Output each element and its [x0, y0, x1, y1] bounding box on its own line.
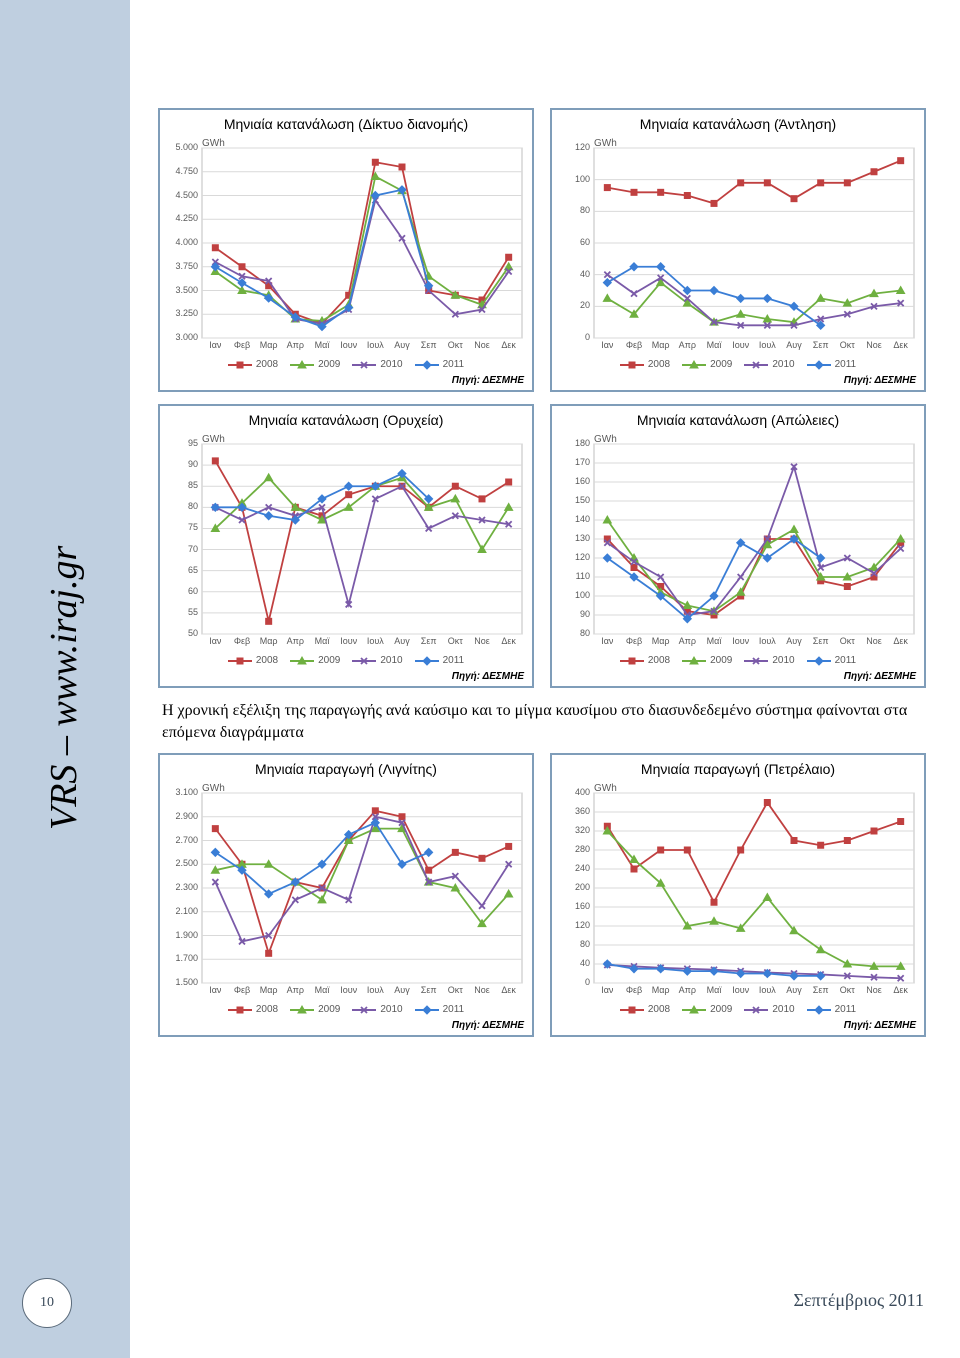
chart-box: Μηνιαία παραγωγή (Πετρέλαιο)GWh040801201… — [550, 753, 926, 1037]
legend-label: 2008 — [648, 359, 670, 370]
legend-label: 2011 — [835, 655, 857, 666]
legend-item: 2011 — [807, 1004, 857, 1015]
legend-item: 2011 — [415, 1004, 465, 1015]
chart-legend: 2008 2009 2010 2011 — [160, 1004, 532, 1015]
chart-box: Μηνιαία κατανάλωση (Άντληση)GWh020406080… — [550, 108, 926, 392]
chart-source: Πηγή: ΔΕΣΜΗΕ — [844, 671, 916, 682]
series-line-2011 — [607, 267, 820, 326]
chart-box: Μηνιαία κατανάλωση (Ορυχεία)GWh505560657… — [158, 404, 534, 688]
page-number: 10 — [22, 1278, 72, 1328]
series-line-2008 — [607, 803, 900, 903]
body-paragraph: Η χρονική εξέλιξη της παραγωγής ανά καύσ… — [162, 700, 924, 743]
legend-item: 2009 — [290, 655, 340, 666]
legend-item: 2009 — [682, 655, 732, 666]
legend-item: 2008 — [620, 655, 670, 666]
series-line-2010 — [215, 486, 508, 604]
series-line-2008 — [607, 161, 900, 204]
legend-label: 2011 — [443, 655, 465, 666]
legend-item: 2008 — [228, 359, 278, 370]
series-line-2009 — [607, 283, 900, 323]
series-line-2010 — [607, 965, 900, 978]
legend-label: 2009 — [710, 655, 732, 666]
chart-source: Πηγή: ΔΕΣΜΗΕ — [844, 1020, 916, 1031]
chart-legend: 2008 2009 2010 2011 — [552, 655, 924, 666]
legend-item: 2010 — [744, 655, 794, 666]
chart-legend: 2008 2009 2010 2011 — [160, 359, 532, 370]
legend-item: 2011 — [807, 655, 857, 666]
legend-item: 2008 — [228, 1004, 278, 1015]
legend-label: 2008 — [256, 1004, 278, 1015]
series-line-2009 — [607, 831, 900, 966]
legend-label: 2009 — [318, 359, 340, 370]
legend-label: 2009 — [710, 359, 732, 370]
chart-svg — [552, 110, 924, 390]
legend-item: 2009 — [290, 359, 340, 370]
chart-svg — [160, 755, 532, 1035]
legend-item: 2011 — [415, 359, 465, 370]
series-line-2011 — [215, 190, 428, 327]
chart-legend: 2008 2009 2010 2011 — [160, 655, 532, 666]
series-line-2008 — [215, 461, 508, 621]
chart-svg — [552, 755, 924, 1035]
legend-label: 2010 — [772, 1004, 794, 1015]
legend-label: 2010 — [380, 1004, 402, 1015]
legend-item: 2011 — [807, 359, 857, 370]
chart-svg — [552, 406, 924, 686]
legend-item: 2009 — [682, 359, 732, 370]
chart-svg — [160, 406, 532, 686]
chart-source: Πηγή: ΔΕΣΜΗΕ — [452, 375, 524, 386]
series-line-2010 — [607, 467, 900, 615]
legend-label: 2011 — [835, 1004, 857, 1015]
legend-label: 2009 — [710, 1004, 732, 1015]
chart-box: Μηνιαία παραγωγή (Λιγνίτης)GWh1.5001.700… — [158, 753, 534, 1037]
chart-svg — [160, 110, 532, 390]
legend-item: 2010 — [352, 1004, 402, 1015]
legend-label: 2008 — [256, 359, 278, 370]
legend-item: 2010 — [352, 359, 402, 370]
chart-source: Πηγή: ΔΕΣΜΗΕ — [452, 1020, 524, 1031]
chart-box: Μηνιαία κατανάλωση (Δίκτυο διανομής)GWh3… — [158, 108, 534, 392]
legend-item: 2008 — [620, 1004, 670, 1015]
series-line-2009 — [215, 829, 508, 924]
legend-item: 2010 — [744, 1004, 794, 1015]
legend-item: 2011 — [415, 655, 465, 666]
series-line-2008 — [215, 811, 508, 954]
content-area: Μηνιαία κατανάλωση (Δίκτυο διανομής)GWh3… — [158, 108, 928, 1049]
chart-legend: 2008 2009 2010 2011 — [552, 1004, 924, 1015]
sidebar-title: VRS – www.iraj.gr — [42, 546, 86, 830]
legend-label: 2009 — [318, 655, 340, 666]
chart-legend: 2008 2009 2010 2011 — [552, 359, 924, 370]
legend-item: 2009 — [290, 1004, 340, 1015]
legend-label: 2009 — [318, 1004, 340, 1015]
chart-source: Πηγή: ΔΕΣΜΗΕ — [452, 671, 524, 682]
legend-item: 2008 — [620, 359, 670, 370]
chart-source: Πηγή: ΔΕΣΜΗΕ — [844, 375, 916, 386]
footer-date: Σεπτέμβριος 2011 — [793, 1290, 924, 1311]
legend-label: 2010 — [380, 359, 402, 370]
legend-item: 2008 — [228, 655, 278, 666]
legend-label: 2010 — [772, 359, 794, 370]
legend-label: 2011 — [443, 359, 465, 370]
legend-item: 2009 — [682, 1004, 732, 1015]
legend-item: 2010 — [352, 655, 402, 666]
legend-label: 2008 — [648, 1004, 670, 1015]
legend-label: 2010 — [772, 655, 794, 666]
legend-label: 2011 — [443, 1004, 465, 1015]
legend-label: 2011 — [835, 359, 857, 370]
legend-item: 2010 — [744, 359, 794, 370]
legend-label: 2008 — [256, 655, 278, 666]
chart-box: Μηνιαία κατανάλωση (Απώλειες)GWh80901001… — [550, 404, 926, 688]
legend-label: 2010 — [380, 655, 402, 666]
legend-label: 2008 — [648, 655, 670, 666]
